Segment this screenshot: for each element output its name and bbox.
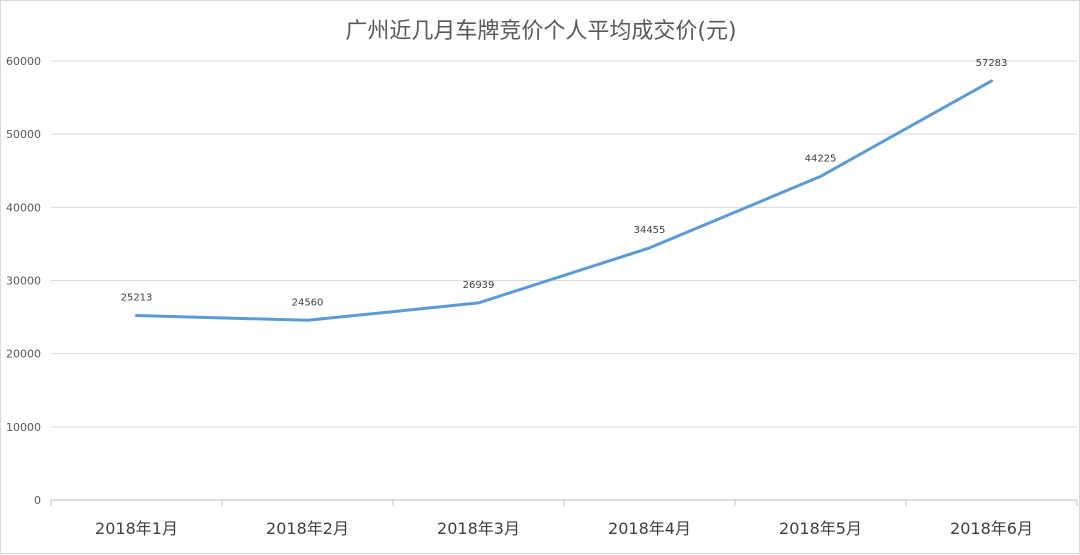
data-label: 25213 (121, 293, 153, 304)
gridlines (51, 60, 1077, 428)
x-tick-labels: 2018年1月 2018年2月 2018年3月 2018年4月 2018年5月 2018年… (95, 519, 1033, 538)
data-label: 24560 (292, 297, 324, 308)
y-tick-label: 60000 (6, 55, 41, 68)
data-label: 57283 (976, 58, 1008, 69)
series-lines (135, 79, 993, 322)
x-tick-label: 2018年3月 (437, 519, 520, 538)
data-label: 34455 (634, 225, 666, 236)
y-tick-label: 10000 (6, 421, 41, 434)
data-label: 44225 (805, 153, 837, 164)
x-tick-label: 2018年4月 (608, 519, 691, 538)
chart-title: 广州近几月车牌竞价个人平均成交价(元) (345, 19, 737, 44)
series-line (135, 79, 993, 322)
axes (50, 499, 1078, 506)
x-tick-label: 2018年6月 (950, 519, 1033, 538)
y-tick-label: 20000 (6, 348, 41, 361)
data-label: 26939 (463, 280, 495, 291)
y-tick-label: 50000 (6, 128, 41, 141)
data-labels: 25213 24560 26939 34455 44225 57283 (121, 58, 1008, 308)
y-tick-label: 0 (34, 494, 41, 507)
x-tick-label: 2018年2月 (266, 519, 349, 538)
y-tick-label: 40000 (6, 201, 41, 214)
y-tick-label: 30000 (6, 275, 41, 288)
y-tick-labels: 0 10000 20000 30000 40000 50000 60000 (6, 55, 41, 507)
x-tick-label: 2018年1月 (95, 519, 178, 538)
x-tick-label: 2018年5月 (779, 519, 862, 538)
